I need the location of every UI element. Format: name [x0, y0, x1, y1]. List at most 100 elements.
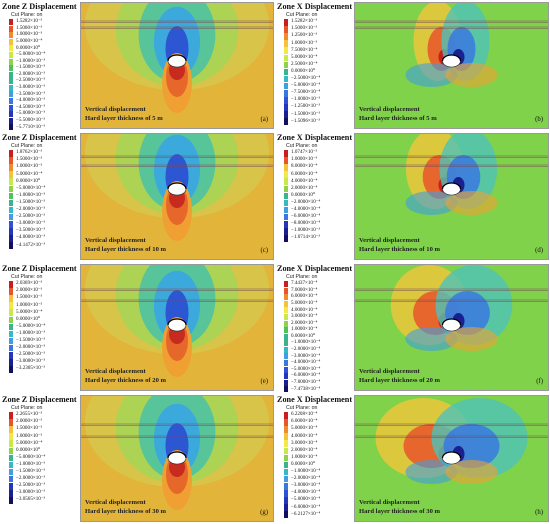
legend-tick-label: 1.0000×10⁻⁴	[291, 326, 318, 333]
panel-label: (d)	[535, 247, 543, 254]
legend-swatch	[284, 54, 288, 61]
contour-field	[81, 265, 273, 390]
legend-tick-label: 1.5000×10⁻³	[16, 24, 43, 31]
z-contour-plot-2: Vertical displacement Hard layer thicknes…	[80, 133, 274, 260]
legend-swatch	[9, 98, 13, 105]
legend-tick-label: −3.0000×10⁻³	[16, 358, 46, 365]
legend-tick-label: 2.0000×10⁻³	[16, 418, 43, 425]
legend-swatch	[9, 71, 13, 78]
legend-tick-label: −1.0000×10⁻³	[16, 57, 46, 64]
legend-swatch	[9, 433, 13, 440]
legend-swatch	[9, 19, 13, 25]
legend-swatch	[9, 199, 13, 207]
tunnel-lining	[167, 182, 187, 190]
x-contour-plot-1: Vertical displacement Hard layer thicknes…	[354, 2, 549, 129]
contour-field	[355, 396, 548, 521]
legend-tick-label: −1.0000×10⁻³	[16, 460, 46, 467]
legend-tick-label: −1.0000×10⁻³	[291, 227, 321, 234]
legend-tick-label: −2.5000×10⁻³	[16, 351, 46, 358]
caption-line-2: Hard layer thickness of 5 m	[85, 115, 163, 122]
legend-swatch	[9, 461, 13, 469]
legend-swatch	[284, 379, 288, 386]
caption-line-2: Hard layer thickness of 10 m	[85, 246, 167, 253]
legend-swatch	[284, 111, 288, 118]
legend-swatch	[9, 178, 13, 185]
legend-swatch	[284, 157, 288, 164]
legend-tick-label: 5.0000×10⁻⁴	[291, 425, 318, 432]
legend-tick-label: −3.5000×10⁻³	[16, 227, 46, 234]
caption-line-2: Hard layer thickness of 20 m	[359, 377, 441, 384]
legend-subtitle: Cut Plane: on	[286, 274, 318, 280]
legend-tick-label: 0.0000×10⁰	[291, 67, 316, 74]
legend-swatch	[284, 340, 288, 347]
legend-tick-label: 6.0000×10⁻⁴	[291, 170, 318, 177]
z-legend-1: Zone Z Displacement Cut Plane: on 1.5282×1…	[0, 0, 80, 131]
legend-swatch	[284, 281, 288, 287]
legend-swatch	[284, 412, 288, 419]
x-lower-lobe	[405, 63, 458, 87]
legend-tick-label: 2.0000×10⁻⁴	[291, 184, 318, 191]
legend-swatch	[9, 302, 13, 309]
legend-swatch	[9, 221, 13, 228]
legend-tick-label: 0.0000×10⁰	[16, 44, 41, 51]
legend-tick-label: −2.5000×10⁻³	[16, 482, 46, 489]
legend-tick-label: 5.0000×10⁻⁴	[16, 308, 43, 315]
legend-tick-label: −5.0000×10⁻⁴	[16, 51, 46, 58]
legend-tick-label: −3.5000×10⁻³	[16, 90, 46, 97]
caption-line-2: Hard layer thickness of 20 m	[85, 377, 167, 384]
legend-tick-label: −1.0000×10⁻⁴	[291, 339, 321, 346]
legend-tick-label: 3.0000×10⁻⁴	[291, 439, 318, 446]
legend-tick-label: 4.0000×10⁻⁴	[291, 432, 318, 439]
legend-swatch	[284, 327, 288, 334]
legend-tick-label: −7.4738×10⁻⁴	[291, 385, 321, 392]
legend-swatch	[9, 58, 13, 65]
legend-swatch	[284, 313, 288, 320]
legend-swatch	[284, 386, 288, 393]
caption-line-2: Hard layer thickness of 5 m	[359, 115, 437, 122]
legend-tick-label: −8.0000×10⁻⁴	[291, 220, 321, 227]
legend-swatch	[9, 281, 13, 288]
legend-tick-label: 1.5282×10⁻³	[291, 18, 318, 25]
legend-swatch	[9, 51, 13, 58]
legend-swatch	[9, 117, 13, 124]
legend-swatch	[9, 468, 13, 476]
legend-tick-label: 2.0369×10⁻³	[16, 280, 43, 287]
legend-swatch	[284, 468, 288, 476]
x-contour-plot-3: Vertical displacement Hard layer thicknes…	[354, 264, 549, 391]
legend-swatch	[284, 68, 288, 76]
legend-swatch	[284, 221, 288, 228]
legend-tick-label: 2.0000×10⁻⁴	[291, 319, 318, 326]
legend-tick-label: −2.0000×10⁻³	[16, 70, 46, 77]
legend-swatch	[284, 40, 288, 47]
legend-tick-label: −4.0000×10⁻⁴	[291, 489, 321, 496]
legend-tick-label: 1.8762×10⁻³	[16, 149, 43, 156]
legend-tick-label: −4.0000×10⁻³	[16, 234, 46, 241]
legend-tick-label: 2.0000×10⁻³	[16, 287, 43, 294]
legend-swatch	[284, 490, 288, 497]
legend-swatch	[9, 483, 13, 490]
legend-tick-label: 1.2500×10⁻³	[291, 32, 318, 39]
legend-swatch	[9, 104, 13, 111]
legend-title: Zone Z Displacement	[2, 133, 77, 142]
legend-swatch	[284, 26, 288, 33]
legend-tick-label: 1.5282×10⁻³	[16, 18, 43, 25]
legend-swatch	[284, 433, 288, 440]
legend-swatch	[9, 38, 13, 45]
x-lower-lobe	[405, 460, 458, 484]
legend-tick-label: −3.0000×10⁻³	[16, 220, 46, 227]
legend-tick-label: 3.0000×10⁻⁴	[291, 313, 318, 320]
z-legend-3: Zone Z Displacement Cut Plane: on 2.0369×1…	[0, 262, 80, 393]
legend-tick-label: −3.2305×10⁻³	[16, 365, 46, 372]
legend-swatch	[284, 287, 288, 294]
legend-tick-label: 2.5000×10⁻⁴	[291, 60, 318, 67]
legend-tick-label: −2.5000×10⁻³	[16, 77, 46, 84]
legend-tick-label: 5.0000×10⁻⁴	[16, 37, 43, 44]
tunnel-lining	[441, 318, 462, 326]
legend-tick-label: −3.0000×10⁻⁴	[291, 482, 321, 489]
legend-tick-label: −3.0000×10⁻³	[16, 489, 46, 496]
legend-swatch	[284, 235, 288, 242]
legend-swatch	[284, 447, 288, 454]
legend-tick-label: 4.0000×10⁻⁴	[291, 177, 318, 184]
legend-swatch	[284, 199, 288, 207]
legend-swatch	[284, 61, 288, 69]
